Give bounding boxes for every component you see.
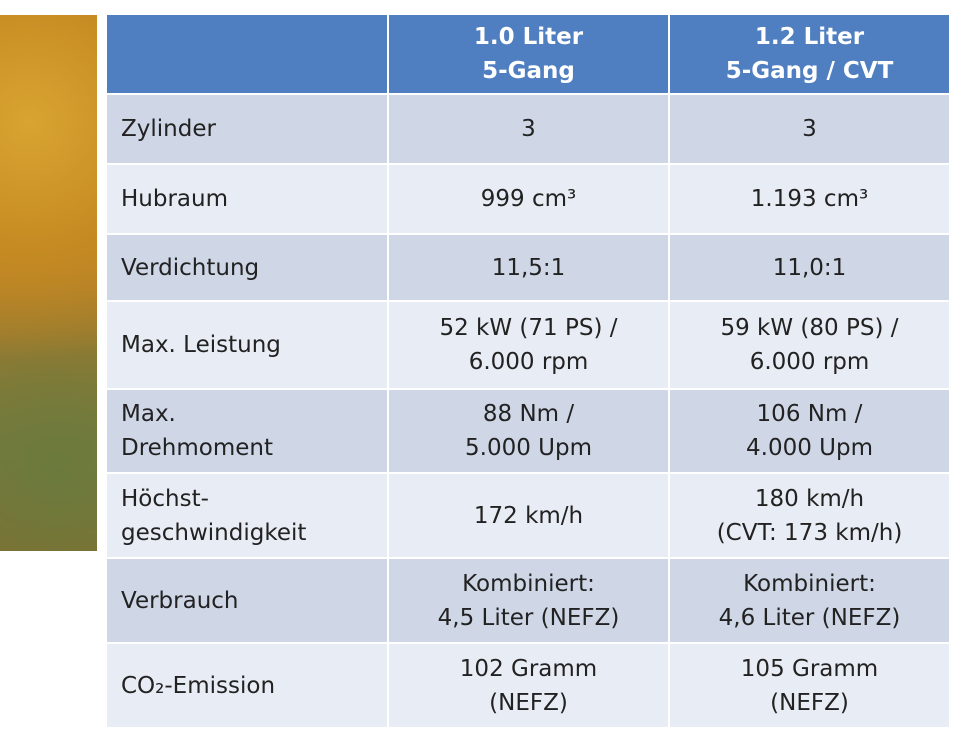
table-cell: 180 km/h (CVT: 173 km/h) bbox=[668, 472, 951, 559]
header-cell: 1.0 Liter 5-Gang bbox=[387, 13, 670, 95]
table-row: CO₂-Emission 102 Gramm (NEFZ) 105 Gramm (N… bbox=[105, 642, 951, 729]
row-label: Verdichtung bbox=[105, 233, 389, 302]
row-label: Hubraum bbox=[105, 163, 389, 235]
table-row: Verbrauch Kombiniert: 4,5 Liter (NEFZ) Kom… bbox=[105, 557, 951, 644]
table-cell: 11,0:1 bbox=[668, 233, 951, 302]
table-cell: Kombiniert: 4,5 Liter (NEFZ) bbox=[387, 557, 670, 644]
row-label: Max. Drehmoment bbox=[105, 388, 389, 474]
table-cell: 105 Gramm (NEFZ) bbox=[668, 642, 951, 729]
table-cell: 999 cm³ bbox=[387, 163, 670, 235]
row-label: CO₂-Emission bbox=[105, 642, 389, 729]
table-row: Hubraum 999 cm³ 1.193 cm³ bbox=[105, 163, 951, 235]
table-cell: 52 kW (71 PS) / 6.000 rpm bbox=[387, 300, 670, 390]
row-label: Max. Leistung bbox=[105, 300, 389, 390]
table-row: Zylinder 3 3 bbox=[105, 93, 951, 165]
header-cell: 1.2 Liter 5-Gang / CVT bbox=[668, 13, 951, 95]
table-cell: 1.193 cm³ bbox=[668, 163, 951, 235]
photo bbox=[0, 15, 97, 551]
table-cell: 11,5:1 bbox=[387, 233, 670, 302]
table-cell: 3 bbox=[668, 93, 951, 165]
table-row: Max. Leistung 52 kW (71 PS) / 6.000 rpm 59… bbox=[105, 300, 951, 390]
spec-table: 1.0 Liter 5-Gang 1.2 Liter 5-Gang / CVT … bbox=[105, 13, 951, 729]
table-cell: 88 Nm / 5.000 Upm bbox=[387, 388, 670, 474]
table-cell: 102 Gramm (NEFZ) bbox=[387, 642, 670, 729]
table-row: Höchst- geschwindigkeit 172 km/h 180 km/h … bbox=[105, 472, 951, 559]
row-label: Höchst- geschwindigkeit bbox=[105, 472, 389, 559]
table-cell: 172 km/h bbox=[387, 472, 670, 559]
table-row: Verdichtung 11,5:1 11,0:1 bbox=[105, 233, 951, 302]
table-cell: 59 kW (80 PS) / 6.000 rpm bbox=[668, 300, 951, 390]
table-cell: 3 bbox=[387, 93, 670, 165]
header-row: 1.0 Liter 5-Gang 1.2 Liter 5-Gang / CVT bbox=[105, 13, 951, 95]
header-cell bbox=[105, 13, 389, 95]
row-label: Verbrauch bbox=[105, 557, 389, 644]
table-row: Max. Drehmoment 88 Nm / 5.000 Upm 106 Nm /… bbox=[105, 388, 951, 474]
table-cell: Kombiniert: 4,6 Liter (NEFZ) bbox=[668, 557, 951, 644]
row-label: Zylinder bbox=[105, 93, 389, 165]
table-cell: 106 Nm / 4.000 Upm bbox=[668, 388, 951, 474]
